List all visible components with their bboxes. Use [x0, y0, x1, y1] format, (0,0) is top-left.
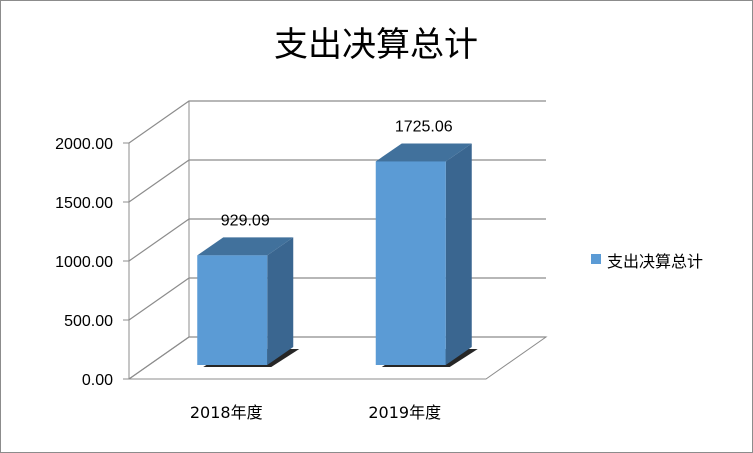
- gridline: [128, 277, 546, 321]
- bars: [197, 143, 478, 367]
- legend: 支出决算总计: [591, 252, 703, 271]
- legend-label: 支出决算总计: [607, 252, 703, 271]
- data-label: 929.09: [221, 212, 270, 229]
- bar: [375, 161, 446, 365]
- bar: [197, 255, 268, 365]
- gridline: [128, 159, 546, 203]
- chart-title: 支出决算总计: [274, 25, 478, 65]
- gridline: [128, 100, 546, 144]
- data-labels: 929.09 1725.06: [221, 118, 453, 229]
- y-tick-label: 1500.00: [55, 195, 113, 212]
- x-tick-label: 2018年度: [190, 403, 263, 422]
- gridlines: [123, 100, 546, 380]
- gridline: [128, 218, 546, 262]
- y-axis-ticks: 0.00 500.00 1000.00 1500.00 2000.00: [55, 136, 113, 389]
- bar-top: [375, 143, 472, 162]
- floor-back-edge: [128, 336, 546, 380]
- y-tick-label: 500.00: [64, 313, 113, 330]
- gridline: [128, 336, 546, 380]
- legend-swatch: [591, 254, 601, 264]
- y-tick-label: 2000.00: [55, 136, 113, 153]
- bar-side: [267, 237, 294, 365]
- y-tick-label: 1000.00: [55, 254, 113, 271]
- x-tick-label: 2019年度: [368, 403, 441, 422]
- x-axis-categories: 2018年度 2019年度: [190, 403, 441, 422]
- chart-floor: [127, 336, 548, 380]
- data-label: 1725.06: [395, 118, 453, 135]
- bar-top: [197, 237, 294, 256]
- bar-side: [445, 143, 472, 365]
- y-tick-label: 0.00: [82, 372, 113, 389]
